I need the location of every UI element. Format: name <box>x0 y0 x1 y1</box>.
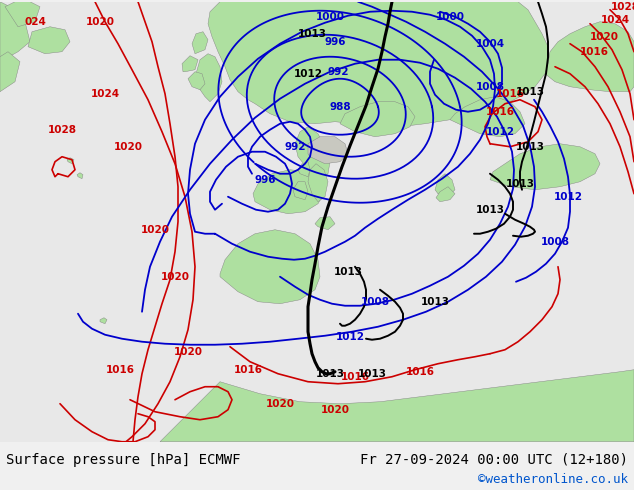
Text: 1012: 1012 <box>294 69 323 79</box>
Text: 1024: 1024 <box>91 89 120 98</box>
Text: 1016: 1016 <box>496 89 524 98</box>
Text: 1008: 1008 <box>361 297 389 307</box>
Text: Surface pressure [hPa] ECMWF: Surface pressure [hPa] ECMWF <box>6 453 240 466</box>
Text: 1020: 1020 <box>590 32 619 42</box>
Text: 1016: 1016 <box>105 365 134 375</box>
Polygon shape <box>338 2 375 32</box>
Polygon shape <box>5 2 40 27</box>
Polygon shape <box>0 52 20 92</box>
Polygon shape <box>308 164 328 202</box>
Text: 1020: 1020 <box>266 399 295 409</box>
Text: 1028: 1028 <box>48 125 77 135</box>
Text: 996: 996 <box>324 37 346 47</box>
Text: 1024: 1024 <box>600 15 630 24</box>
Polygon shape <box>208 2 550 127</box>
Polygon shape <box>450 97 525 137</box>
Polygon shape <box>0 2 30 62</box>
Polygon shape <box>318 80 340 102</box>
Text: 024: 024 <box>24 17 46 27</box>
Text: 1013: 1013 <box>297 29 327 39</box>
Text: 1020: 1020 <box>321 405 349 415</box>
Text: 1012: 1012 <box>335 332 365 342</box>
Text: 1013: 1013 <box>333 267 363 277</box>
Text: 1013: 1013 <box>476 205 505 215</box>
Polygon shape <box>298 162 310 177</box>
Polygon shape <box>77 173 83 179</box>
Polygon shape <box>0 2 634 441</box>
Text: 996: 996 <box>254 175 276 185</box>
Text: 1013: 1013 <box>505 179 534 189</box>
Polygon shape <box>400 2 445 42</box>
Polygon shape <box>67 158 74 164</box>
Text: 1008: 1008 <box>476 82 505 92</box>
Text: 1008: 1008 <box>541 237 569 247</box>
Text: 1013: 1013 <box>316 368 344 379</box>
Text: 1000: 1000 <box>316 12 344 22</box>
Polygon shape <box>0 443 634 490</box>
Text: 1013: 1013 <box>515 142 545 152</box>
Text: 1020: 1020 <box>174 347 202 357</box>
Polygon shape <box>365 2 408 32</box>
Polygon shape <box>196 54 222 102</box>
Text: 1016: 1016 <box>233 365 262 375</box>
Text: 1012: 1012 <box>486 127 515 137</box>
Text: ©weatheronline.co.uk: ©weatheronline.co.uk <box>478 473 628 487</box>
Text: 992: 992 <box>284 142 306 152</box>
Text: Fr 27-09-2024 00:00 UTC (12+180): Fr 27-09-2024 00:00 UTC (12+180) <box>360 453 628 466</box>
Text: 1016: 1016 <box>406 367 434 377</box>
Text: 1016: 1016 <box>486 107 515 117</box>
Polygon shape <box>328 64 355 82</box>
Polygon shape <box>315 217 335 230</box>
Polygon shape <box>253 170 325 214</box>
Text: 1016: 1016 <box>340 372 370 382</box>
Text: 1020: 1020 <box>141 225 169 235</box>
Text: 1013: 1013 <box>515 87 545 97</box>
Polygon shape <box>28 27 70 54</box>
Text: 1013: 1013 <box>420 297 450 307</box>
Polygon shape <box>308 137 348 164</box>
Text: 1012: 1012 <box>553 192 583 202</box>
Polygon shape <box>188 72 205 90</box>
Text: 1013: 1013 <box>358 368 387 379</box>
Text: 1028: 1028 <box>611 2 634 12</box>
Polygon shape <box>293 182 308 200</box>
Text: 1020: 1020 <box>113 142 143 152</box>
Polygon shape <box>340 102 415 137</box>
Text: 988: 988 <box>329 102 351 112</box>
Text: 1020: 1020 <box>160 272 190 282</box>
Text: 1020: 1020 <box>86 17 115 27</box>
Polygon shape <box>436 187 455 202</box>
Polygon shape <box>295 127 330 180</box>
Polygon shape <box>160 370 634 441</box>
Polygon shape <box>435 174 455 196</box>
Polygon shape <box>490 144 600 190</box>
Polygon shape <box>182 56 198 72</box>
Polygon shape <box>220 230 320 304</box>
Text: 1004: 1004 <box>476 39 505 49</box>
Text: 1000: 1000 <box>436 12 465 22</box>
Text: 1016: 1016 <box>579 47 609 57</box>
Text: 992: 992 <box>327 67 349 77</box>
Polygon shape <box>353 12 438 87</box>
Polygon shape <box>192 32 208 54</box>
Polygon shape <box>545 22 634 92</box>
Polygon shape <box>100 318 107 324</box>
